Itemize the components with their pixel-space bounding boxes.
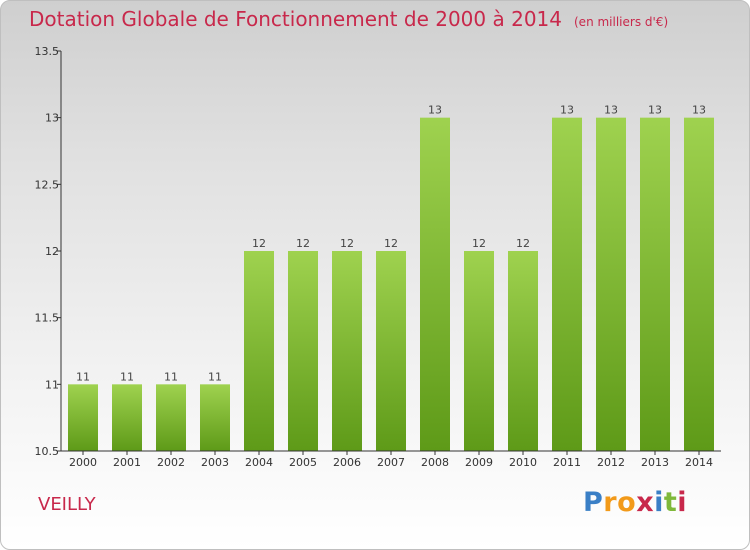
value-label-2003: 11 [208,370,222,383]
y-tick-label-13: 13 [45,112,59,125]
x-tick-label-2004: 2004 [245,456,273,469]
x-ticks-group: 2000 2001 2002 2003 2004 2005 2006 2007 2008 2009… [69,451,713,469]
commune-name: VEILLY [38,494,96,515]
value-label-2011: 13 [560,104,574,117]
x-tick-label-2013: 2013 [641,456,669,469]
value-label-2007: 12 [384,237,398,250]
bar-2005 [288,251,318,451]
proxiti-logo[interactable]: Proxiti [583,487,688,518]
value-label-2004: 12 [252,237,266,250]
bar-2010 [508,251,538,451]
bar-2007 [376,251,406,451]
y-tick-label-12.5: 12.5 [35,178,60,191]
x-tick-label-2011: 2011 [553,456,581,469]
bar-2014 [684,117,714,452]
value-label-2012: 13 [604,104,618,117]
bar-2002 [156,384,186,451]
bar-2000 [68,384,98,451]
x-tick-label-2005: 2005 [289,456,317,469]
x-tick-label-2014: 2014 [685,456,713,469]
x-tick-label-2003: 2003 [201,456,229,469]
chart-unit-text: (en milliers d'€) [574,15,669,29]
bar-2003 [200,384,230,451]
chart-title: Dotation Globale de Fonctionnement de 20… [29,7,668,31]
x-tick-label-2001: 2001 [113,456,141,469]
value-label-2008: 13 [428,104,442,117]
bar-2004 [244,251,274,451]
value-label-2014: 13 [692,104,706,117]
value-label-2002: 11 [164,370,178,383]
value-label-2009: 12 [472,237,486,250]
value-label-2005: 12 [296,237,310,250]
x-tick-label-2006: 2006 [333,456,361,469]
y-tick-label-13.5: 13.5 [35,45,60,58]
bar-2006 [332,251,362,451]
value-label-2001: 11 [120,370,134,383]
bar-2012 [596,117,626,452]
y-ticks-group: 10.5 11 11.5 12 12.5 13 13.5 [35,45,61,458]
bars-group [68,117,714,452]
value-labels-group: 11 11 11 11 12 12 12 12 13 12 12 13 13 13 13 [76,104,706,384]
value-label-2006: 12 [340,237,354,250]
x-tick-label-2012: 2012 [597,456,625,469]
bar-2001 [112,384,142,451]
x-tick-label-2002: 2002 [157,456,185,469]
value-label-2013: 13 [648,104,662,117]
value-label-2010: 12 [516,237,530,250]
bar-2013 [640,117,670,452]
x-tick-label-2010: 2010 [509,456,537,469]
x-tick-label-2009: 2009 [465,456,493,469]
x-tick-label-2007: 2007 [377,456,405,469]
bar-2009 [464,251,494,451]
y-tick-label-10.5: 10.5 [35,445,60,458]
y-tick-label-11.5: 11.5 [35,312,60,325]
bar-2011 [552,117,582,452]
chart-title-text: Dotation Globale de Fonctionnement de 20… [29,7,562,31]
x-tick-label-2000: 2000 [69,456,97,469]
x-tick-label-2008: 2008 [421,456,449,469]
y-tick-label-12: 12 [45,245,59,258]
y-tick-label-11: 11 [45,378,59,391]
bar-2008 [420,117,450,452]
value-label-2000: 11 [76,370,90,383]
